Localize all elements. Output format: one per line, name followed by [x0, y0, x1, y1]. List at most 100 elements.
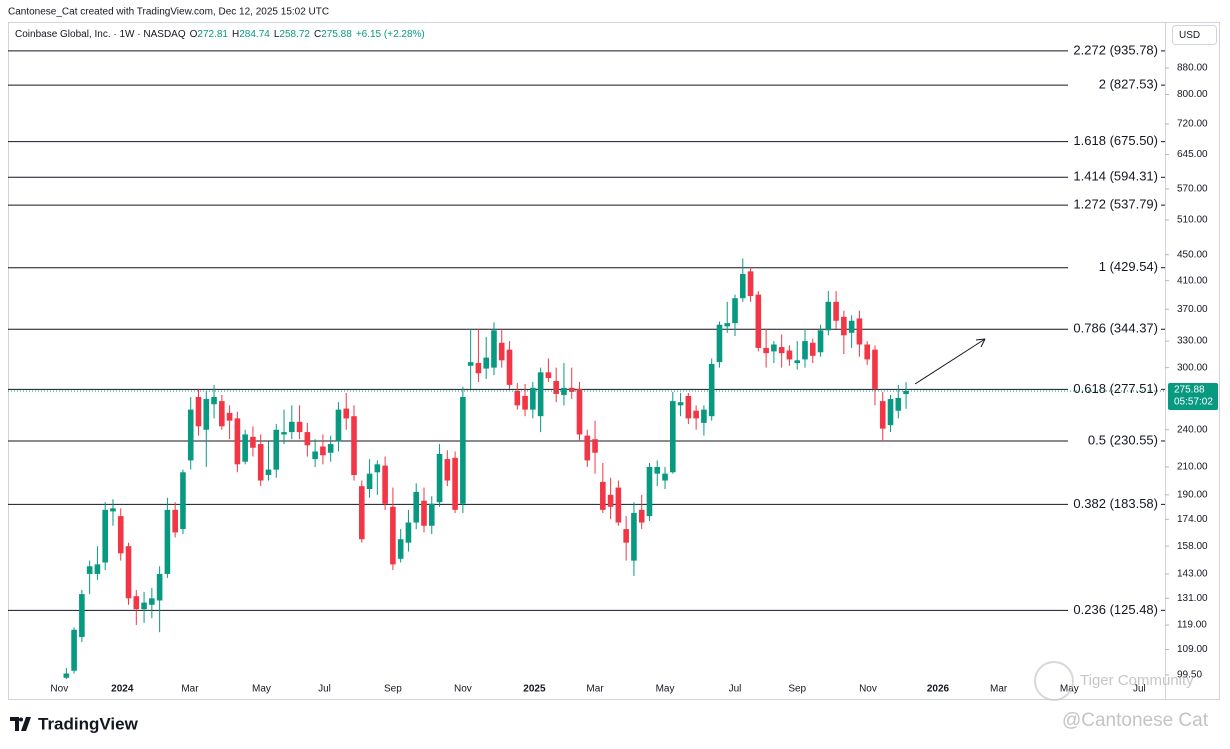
candle-body [390, 506, 396, 565]
candle-body [312, 451, 318, 460]
candle-body [117, 516, 124, 554]
y-tick-label: 880.00 [1177, 63, 1208, 74]
candle-body [786, 350, 793, 360]
brand: TradingView [38, 714, 139, 733]
candle-body [187, 409, 194, 461]
candle-body [164, 509, 171, 574]
trend-arrow [914, 338, 986, 385]
candle-body [71, 629, 77, 671]
y-tick-label: 131.00 [1177, 593, 1208, 604]
x-tick-label: Sep [384, 684, 402, 695]
candle-body [172, 509, 178, 533]
y-tick-label: 450.00 [1177, 249, 1208, 260]
candle-body [833, 301, 839, 321]
y-tick-label: 300.00 [1177, 362, 1208, 373]
ohlc-value: 258.72 [279, 29, 310, 40]
x-tick-label: Sep [788, 684, 806, 695]
credit: Cantonese_Cat created with TradingView.c… [8, 7, 329, 18]
candle-body [94, 564, 101, 574]
candle-body [856, 318, 863, 345]
candle-body [514, 390, 521, 406]
candle-body [304, 432, 311, 446]
candle-body [133, 596, 140, 610]
candle-body [864, 344, 870, 360]
candle-body [296, 421, 303, 433]
ohlc-value: 272.81 [197, 29, 228, 40]
candle-body [848, 320, 855, 333]
candle-body [670, 401, 676, 473]
ohlc-value: 284.74 [239, 29, 270, 40]
candle-body [467, 362, 474, 366]
candle-body [79, 594, 85, 638]
candle-body [195, 396, 202, 427]
candle-body [584, 435, 591, 461]
candle-body [568, 387, 575, 392]
candle-body [180, 472, 186, 530]
candle-body [219, 401, 225, 427]
candle-body [397, 539, 404, 559]
x-tick-label: Jul [729, 684, 742, 695]
candle-body [693, 410, 699, 419]
currency-box[interactable] [1172, 25, 1217, 45]
candle-body [483, 357, 489, 369]
ohlc-change: +6.15 (+2.28%) [356, 29, 425, 40]
y-tick-label: 240.00 [1177, 424, 1208, 435]
candle-body [530, 387, 536, 410]
x-tick-label: May [1060, 684, 1079, 695]
y-tick-label: 119.00 [1177, 620, 1207, 631]
candle-body [226, 412, 233, 421]
candle-body [708, 363, 715, 417]
candle-body [156, 573, 163, 601]
y-tick-label: 143.00 [1177, 569, 1208, 580]
level-label: 2.272 (935.78) [1073, 42, 1158, 57]
candle-body [662, 473, 668, 481]
candle-body [701, 409, 707, 423]
candle-body [335, 409, 342, 442]
candle-body [211, 396, 217, 405]
y-tick-label: 800.00 [1177, 89, 1208, 100]
x-tick-label: Mar [990, 684, 1008, 695]
ohlc-label: H [232, 29, 239, 40]
candle-body [491, 330, 497, 368]
candle-body [506, 349, 513, 385]
logo-mark [10, 717, 31, 731]
candle-body [149, 598, 155, 605]
level-label: 0.786 (344.37) [1073, 321, 1158, 336]
candle-body [638, 509, 645, 523]
candle-body [250, 436, 256, 448]
candle-body [498, 342, 505, 361]
candle-body [413, 491, 420, 523]
candle-body [289, 421, 295, 433]
candle-body [475, 363, 482, 374]
plot: 880.00 800.00 720.00 645.00 570.00 510.00 450.… [8, 42, 1218, 695]
level-label: 1.414 (594.31) [1073, 169, 1158, 184]
candle-body [320, 446, 326, 456]
candle-body [872, 349, 878, 389]
y-tick-label: 99.50 [1177, 670, 1202, 681]
currency[interactable]: USD [1179, 30, 1200, 41]
candle-body [257, 444, 264, 481]
candle-body [576, 388, 583, 435]
level-label: 0.236 (125.48) [1073, 602, 1158, 617]
candle-body [351, 416, 357, 476]
candle-body [677, 402, 684, 406]
level-label: 1.618 (675.50) [1073, 133, 1158, 148]
candle-body [125, 546, 132, 599]
candle-body [428, 503, 435, 526]
candle-body [421, 500, 427, 526]
candle-body [895, 398, 902, 411]
x-tick-label: May [656, 684, 675, 695]
candle-body [716, 324, 723, 363]
candle-body [273, 429, 280, 470]
candle-body [110, 508, 116, 512]
y-tick-label: 370.00 [1177, 304, 1208, 315]
x-tick-label: May [252, 684, 271, 695]
candle-body [841, 316, 847, 336]
x-tick-label: 2024 [111, 684, 134, 695]
candle-body [809, 342, 816, 356]
chart-frame [8, 22, 1220, 700]
candle-body [234, 418, 241, 465]
level-label: 2 (827.53) [1099, 77, 1158, 92]
